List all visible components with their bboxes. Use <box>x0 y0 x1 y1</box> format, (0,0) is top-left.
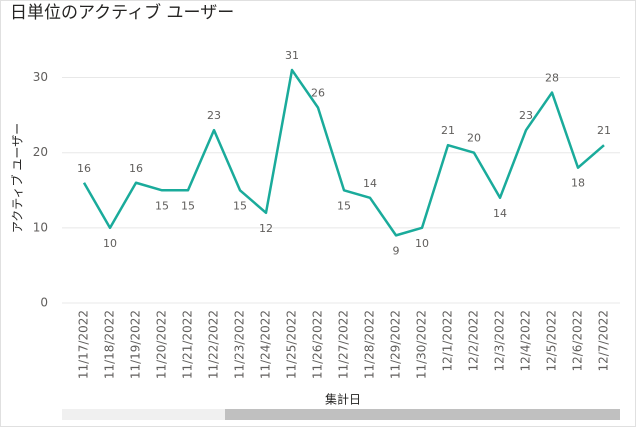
y-tick-label: 20 <box>33 145 48 159</box>
x-tick-label: 12/7/2022 <box>597 310 611 372</box>
data-label: 23 <box>519 109 533 122</box>
data-label: 15 <box>181 199 195 212</box>
x-tick-label: 12/4/2022 <box>519 310 533 372</box>
data-label: 15 <box>337 199 351 212</box>
data-label: 31 <box>285 49 299 62</box>
data-label: 9 <box>393 244 400 257</box>
data-label: 20 <box>467 132 481 145</box>
y-tick-label: 0 <box>40 296 48 310</box>
data-label: 10 <box>103 237 117 250</box>
x-tick-label: 12/6/2022 <box>571 310 585 372</box>
data-label: 14 <box>493 207 507 220</box>
x-tick-label: 11/28/2022 <box>363 310 377 379</box>
data-label: 15 <box>155 199 169 212</box>
x-tick-label: 11/21/2022 <box>181 310 195 379</box>
data-label: 21 <box>441 124 455 137</box>
data-label: 23 <box>207 109 221 122</box>
x-axis-title: 集計日 <box>325 392 361 407</box>
x-tick-label: 11/26/2022 <box>311 310 325 379</box>
x-tick-label: 11/20/2022 <box>155 310 169 379</box>
x-tick-label: 11/23/2022 <box>233 310 247 379</box>
data-label: 16 <box>129 162 143 175</box>
x-tick-label: 11/27/2022 <box>337 310 351 379</box>
data-label: 10 <box>415 237 429 250</box>
x-tick-label: 11/17/2022 <box>77 310 91 379</box>
data-label: 18 <box>571 177 585 190</box>
x-tick-label: 12/2/2022 <box>467 310 481 372</box>
x-tick-label: 11/19/2022 <box>129 310 143 379</box>
x-tick-label: 11/18/2022 <box>103 310 117 379</box>
x-tick-label: 12/1/2022 <box>441 310 455 372</box>
line <box>82 68 605 237</box>
data-label: 28 <box>545 72 559 85</box>
y-axis-title: アクティブ ユーザー <box>10 123 25 233</box>
data-label: 14 <box>363 177 377 190</box>
data-label: 12 <box>259 222 273 235</box>
data-label: 26 <box>311 87 325 100</box>
scrollbar-thumb[interactable] <box>225 409 620 420</box>
x-tick-label: 11/25/2022 <box>285 310 299 379</box>
y-tick-label: 30 <box>33 70 48 84</box>
x-tick-label: 11/30/2022 <box>415 310 429 379</box>
data-label: 21 <box>597 124 611 137</box>
x-tick-label: 11/22/2022 <box>207 310 221 379</box>
x-tick-label: 12/3/2022 <box>493 310 507 372</box>
chart-title: 日単位のアクティブ ユーザー <box>10 2 234 23</box>
x-tick-label: 11/29/2022 <box>389 310 403 379</box>
data-label: 15 <box>233 199 247 212</box>
x-tick-label: 11/24/2022 <box>259 310 273 379</box>
y-tick-label: 10 <box>33 220 48 234</box>
data-label: 16 <box>77 162 91 175</box>
x-tick-label: 12/5/2022 <box>545 310 559 372</box>
